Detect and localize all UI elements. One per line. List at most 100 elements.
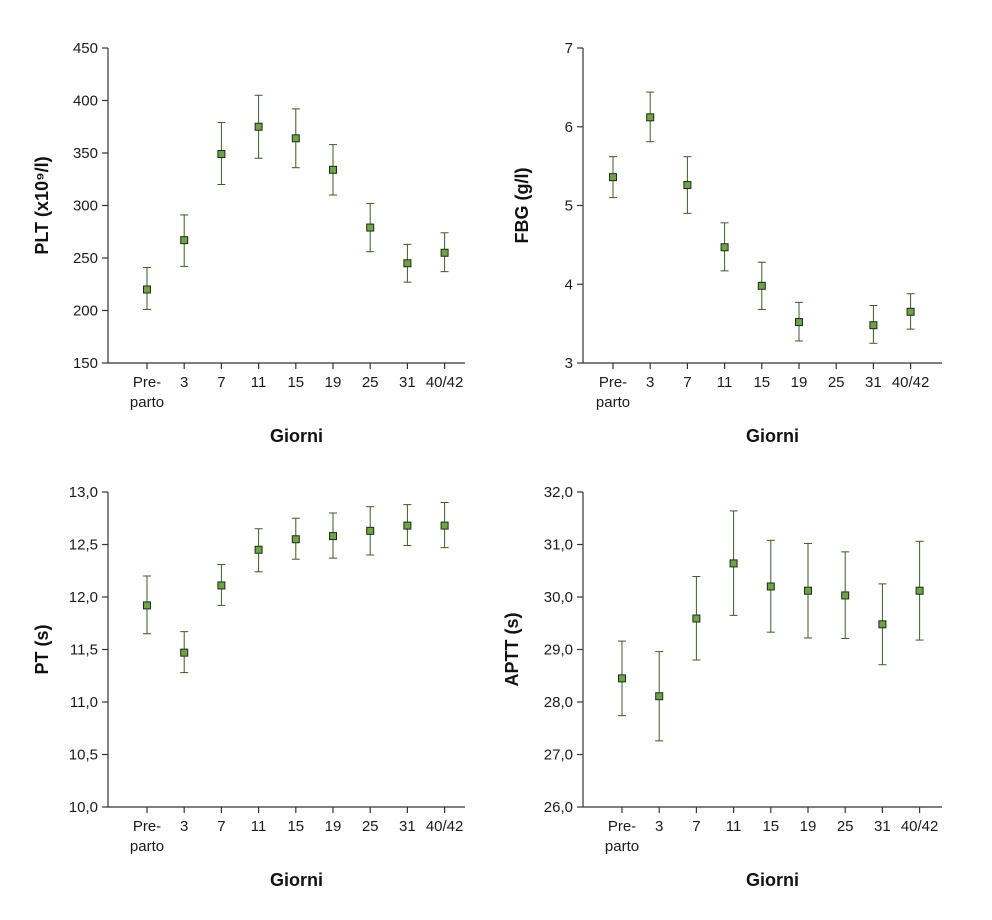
data-point [804, 586, 812, 595]
y-tick-label: 12,5 [69, 537, 98, 554]
data-point [915, 586, 924, 595]
data-point [440, 248, 449, 257]
y-tick-label: 12,0 [69, 589, 98, 606]
x-axis-title: Giorni [270, 870, 323, 890]
data-point [329, 532, 337, 541]
data-point [254, 122, 263, 131]
y-tick-label: 27,0 [544, 747, 573, 764]
y-tick-label: 150 [73, 355, 98, 372]
y-tick-label: 450 [73, 40, 98, 57]
x-tick-label: 15 [287, 818, 304, 835]
y-tick-label: 28,0 [544, 694, 573, 711]
data-point [729, 559, 738, 568]
x-tick-label: 40/42 [426, 818, 464, 835]
y-tick-label: 32,0 [544, 484, 573, 501]
data-point [618, 674, 626, 683]
data-point [655, 692, 664, 701]
y-axis-title: PLT (x10⁹/l) [32, 156, 52, 254]
data-point [646, 113, 655, 122]
x-tick-label: 40/42 [426, 374, 464, 391]
data-point [143, 601, 151, 610]
x-tick-label: 15 [753, 374, 770, 391]
data-point [795, 318, 803, 327]
x-tick-label: 40/42 [892, 374, 930, 391]
y-tick-label: 10,5 [69, 747, 98, 764]
x-tick-label: 7 [683, 374, 691, 391]
data-point [291, 535, 300, 544]
data-point [869, 321, 878, 330]
y-tick-label: 5 [565, 198, 573, 215]
x-tick-label: Pre- [599, 374, 627, 391]
x-tick-label: 19 [800, 818, 817, 835]
x-tick-label: parto [596, 394, 630, 411]
x-tick-label: Pre- [133, 374, 161, 391]
y-tick-label: 29,0 [544, 642, 573, 659]
y-tick-label: 11,5 [70, 642, 98, 659]
y-axis-title: APTT (s) [502, 612, 522, 686]
data-point [366, 526, 375, 535]
y-tick-label: 250 [73, 250, 98, 267]
x-tick-label: 25 [362, 374, 379, 391]
y-tick-label: 400 [73, 93, 98, 110]
data-point [878, 620, 887, 629]
data-point [403, 521, 412, 530]
x-tick-label: parto [130, 394, 164, 411]
data-point [841, 591, 850, 600]
data-point [609, 173, 617, 182]
x-tick-label: Pre- [133, 818, 161, 835]
x-tick-label: 7 [692, 818, 700, 835]
data-point [291, 134, 300, 143]
y-tick-label: 10,0 [69, 799, 98, 816]
chart-pt: 10,0 10,5 11,0 11,5 12,0 12,5 13,0 Pre-parto 3 7 1… [32, 484, 465, 890]
x-tick-label: 19 [325, 374, 342, 391]
x-tick-label: 25 [362, 818, 379, 835]
x-tick-label: parto [130, 838, 164, 855]
data-point [217, 150, 226, 159]
y-tick-label: 350 [73, 145, 98, 162]
x-tick-label: 3 [180, 374, 188, 391]
x-tick-label: 19 [325, 818, 342, 835]
data-point [403, 259, 412, 268]
y-tick-label: 30,0 [544, 589, 573, 606]
x-tick-label: 15 [287, 374, 304, 391]
y-tick-label: 200 [73, 303, 98, 320]
data-point [683, 181, 692, 190]
chart-plt: 150 200 250 300 350 400 450 Pre-parto 3 7 11 15 19 25… [32, 40, 465, 446]
x-tick-label: 11 [251, 818, 267, 835]
y-tick-label: 31,0 [544, 537, 573, 554]
data-point [440, 521, 449, 530]
x-tick-label: 7 [217, 818, 225, 835]
x-tick-label: 3 [646, 374, 654, 391]
x-tick-label: 25 [828, 374, 845, 391]
x-tick-label: 11 [251, 374, 267, 391]
x-tick-label: 7 [217, 374, 225, 391]
x-tick-label: 11 [726, 818, 742, 835]
x-tick-label: 31 [399, 818, 416, 835]
x-tick-label: 19 [791, 374, 808, 391]
y-tick-label: 11,0 [70, 694, 98, 711]
y-tick-label: 300 [73, 198, 98, 215]
x-tick-label: 25 [837, 818, 854, 835]
x-axis-title: Giorni [746, 426, 799, 446]
chart-aptt: 26,0 27,0 28,0 29,0 30,0 31,0 32,0 Pre-parto 3 7 1… [502, 484, 942, 890]
x-tick-label: 3 [180, 818, 188, 835]
data-point [692, 614, 701, 623]
y-axis-title: PT (s) [32, 624, 52, 674]
x-tick-label: 31 [874, 818, 891, 835]
y-tick-label: 6 [565, 119, 573, 136]
y-tick-label: 13,0 [69, 484, 98, 501]
data-point [180, 236, 189, 245]
x-axis-title: Giorni [746, 870, 799, 890]
x-tick-label: Pre- [608, 818, 636, 835]
data-point [720, 243, 729, 252]
data-point [906, 307, 915, 316]
data-point [180, 648, 189, 657]
data-point [329, 165, 337, 174]
y-axis-title: FBG (g/l) [512, 168, 532, 244]
x-tick-label: 31 [865, 374, 882, 391]
data-point [757, 281, 766, 290]
x-tick-label: 40/42 [901, 818, 939, 835]
x-tick-label: 31 [399, 374, 416, 391]
y-tick-label: 3 [565, 355, 573, 372]
